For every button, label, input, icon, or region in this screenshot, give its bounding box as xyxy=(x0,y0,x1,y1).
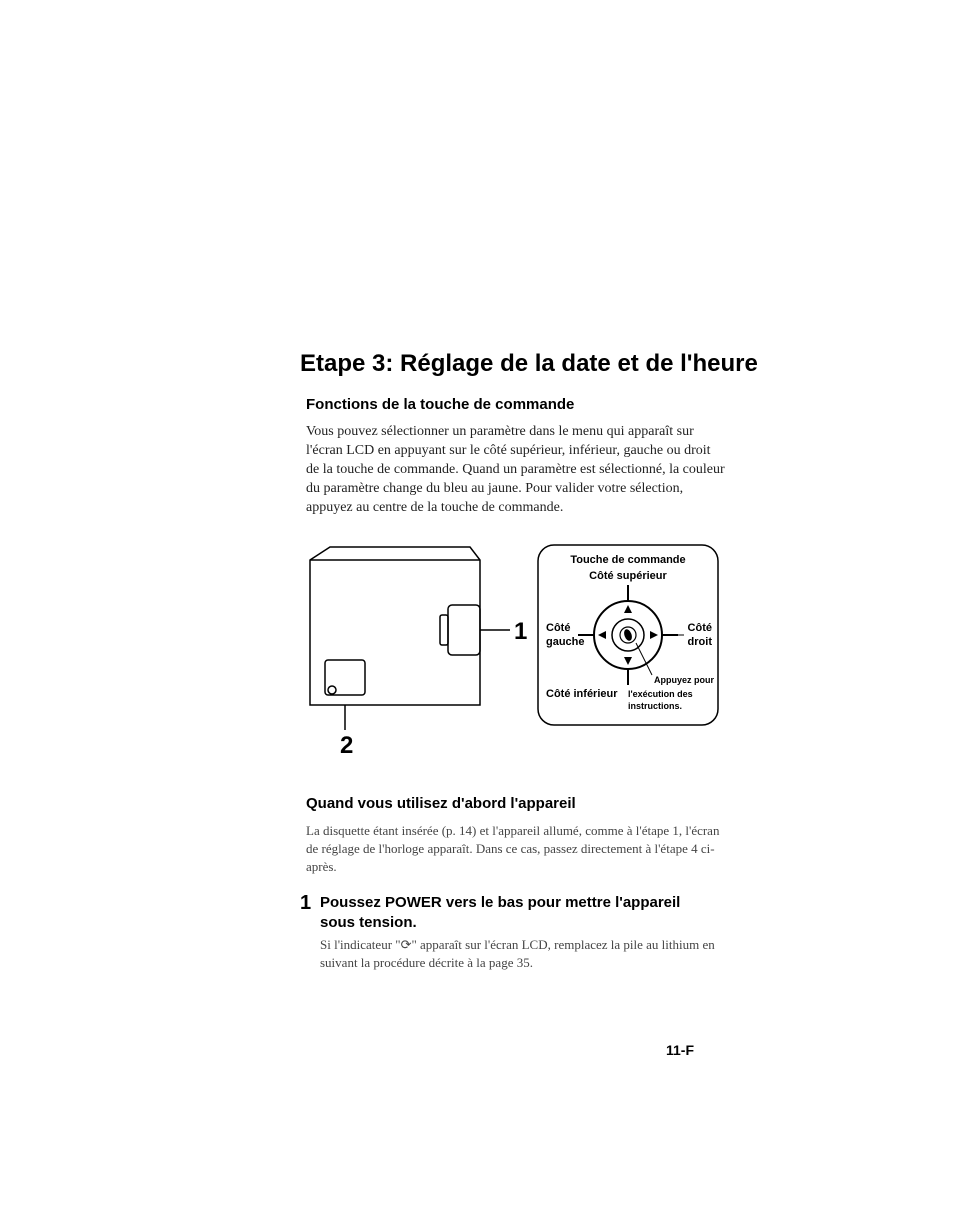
step-1-row: 1 Poussez POWER vers le bas pour mettre … xyxy=(300,893,834,932)
section1-heading: Fonctions de la touche de commande xyxy=(306,396,834,413)
diagram-right-label-2: droit xyxy=(688,636,713,648)
diagram-bottom-label: Côté inférieur xyxy=(546,688,618,700)
step-1-number: 1 xyxy=(300,893,314,913)
diagram-right-label-1: Côté xyxy=(688,622,712,634)
callout-1-num: 1 xyxy=(514,618,527,645)
page-title: Etape 3: Réglage de la date et de l'heur… xyxy=(300,350,834,378)
diagram-box-title: Touche de commande xyxy=(570,554,685,566)
manual-page: Etape 3: Réglage de la date et de l'heur… xyxy=(0,0,954,1228)
section2-heading: Quand vous utilisez d'abord l'appareil xyxy=(306,795,834,812)
step-1-heading: Poussez POWER vers le bas pour mettre l'… xyxy=(320,893,700,932)
diagram-press-3: instructions. xyxy=(628,701,682,711)
diagram-left-label-2: gauche xyxy=(546,636,585,648)
diagram-svg: 1 2 Touche de commande Côté supérieur xyxy=(300,535,720,765)
diagram-left-label-1: Côté xyxy=(546,622,570,634)
step-1-body: Si l'indicateur "⟳" apparaît sur l'écran… xyxy=(320,936,720,971)
diagram-top-label: Côté supérieur xyxy=(589,570,667,582)
diagram-press-2: l'exécution des xyxy=(628,689,693,699)
diagram-press-1: Appuyez pour xyxy=(654,675,714,685)
control-diagram: 1 2 Touche de commande Côté supérieur xyxy=(300,535,720,765)
page-number: 11-F xyxy=(666,1042,694,1058)
section1-body: Vous pouvez sélectionner un paramètre da… xyxy=(306,423,726,517)
section2-body: La disquette étant insérée (p. 14) et l'… xyxy=(306,822,726,875)
callout-2-num: 2 xyxy=(340,732,353,759)
